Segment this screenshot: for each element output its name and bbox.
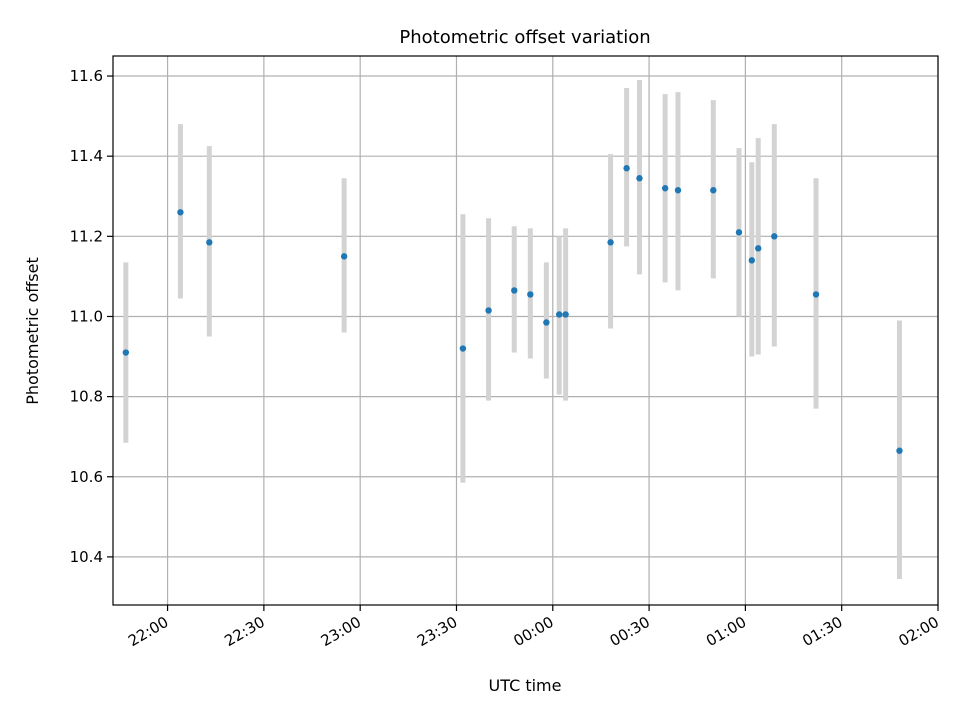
data-point	[527, 291, 534, 298]
data-point	[896, 447, 903, 454]
data-point	[177, 209, 184, 216]
data-point	[511, 287, 518, 294]
data-point	[812, 291, 820, 298]
data-point	[755, 245, 762, 252]
data-point	[122, 349, 130, 356]
y-tick-label: 10.8	[70, 388, 103, 406]
data-point	[623, 165, 630, 172]
data-point	[543, 319, 550, 326]
plot-frame	[112, 55, 939, 606]
data-point	[459, 345, 467, 352]
y-axis: 10.4 10.6 10.8 11.0 11.2 11.4 11.6	[70, 67, 113, 566]
data-point	[674, 187, 682, 194]
data-point	[735, 229, 743, 236]
chart-title: Photometric offset variation	[399, 27, 650, 48]
data-point	[556, 311, 563, 318]
data-points	[122, 165, 903, 454]
data-point	[206, 239, 213, 246]
data-point	[485, 307, 492, 314]
y-tick-label: 11.4	[70, 147, 103, 165]
y-tick-label: 11.0	[70, 307, 103, 325]
data-point	[710, 187, 717, 194]
y-tick-label: 10.4	[70, 548, 103, 566]
y-tick-label: 11.6	[70, 67, 103, 85]
data-point	[636, 175, 643, 182]
data-point	[562, 311, 569, 318]
y-axis-title: Photometric offset	[23, 257, 42, 405]
y-tick-label: 10.6	[70, 468, 103, 486]
data-point	[607, 239, 614, 246]
data-point	[340, 253, 348, 260]
data-point	[748, 257, 756, 264]
data-point	[661, 185, 669, 192]
y-tick-label: 11.2	[70, 227, 103, 245]
x-axis-title: UTC time	[489, 676, 562, 695]
data-point	[771, 233, 778, 240]
